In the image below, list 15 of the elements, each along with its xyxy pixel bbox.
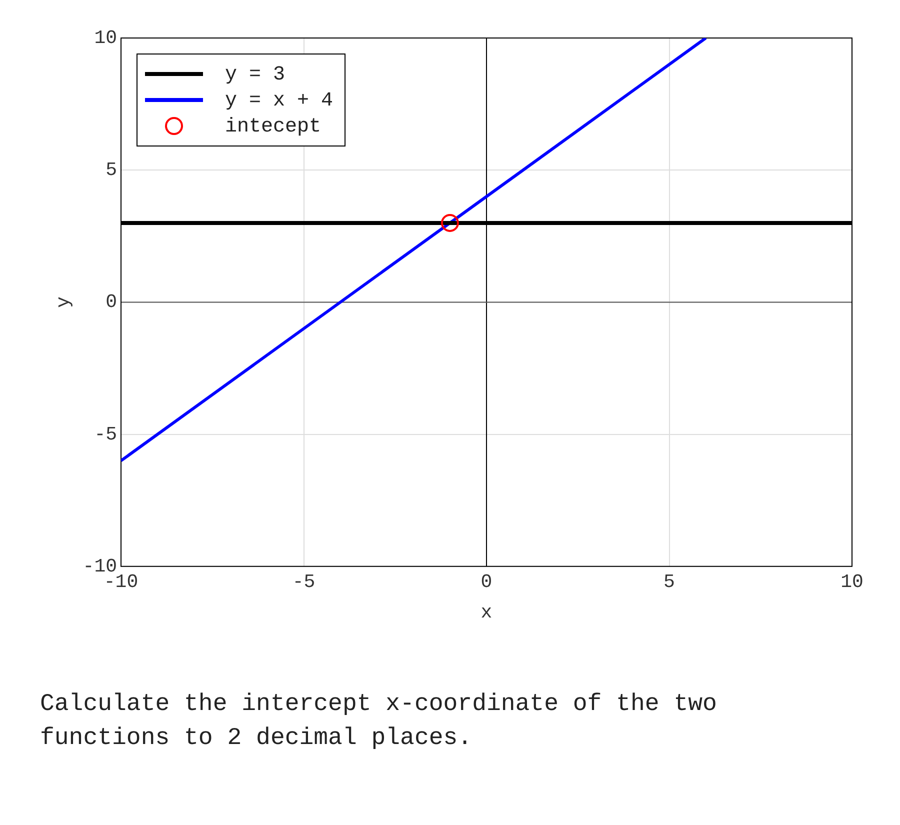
y-tick-label: 0 (106, 291, 118, 314)
y-tick-label: -10 (82, 555, 118, 578)
x-axis-title: x (480, 602, 492, 624)
y-tick-label: 10 (94, 27, 118, 50)
x-tick-label: 5 (664, 570, 675, 593)
legend-label: y = 3 (225, 63, 286, 86)
text: Calculate the intercept x-coordinate of the two functions to 2 decimal places. (40, 690, 718, 754)
x-tick-label: 10 (840, 570, 864, 593)
legend-label: y = x + 4 (225, 89, 334, 112)
y-tick-label: 5 (106, 159, 118, 182)
y-axis-title: y (52, 296, 74, 308)
y-tick-label: -5 (94, 423, 118, 446)
x-tick-label: -5 (292, 570, 316, 593)
x-tick-label: 0 (480, 570, 492, 593)
legend-label: intecept (225, 115, 322, 138)
